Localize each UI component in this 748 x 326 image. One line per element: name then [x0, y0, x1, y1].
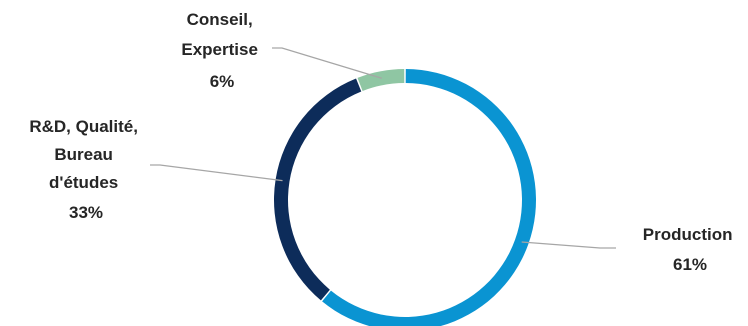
slice-production — [322, 69, 536, 326]
label-rd-value: 33% — [69, 203, 103, 222]
label-rd-qualite: R&D, Qualité, Bureau d'études 33% — [29, 117, 142, 222]
label-production-value: 61% — [673, 255, 707, 274]
label-production: Production 61% — [643, 225, 737, 274]
label-production-line-1: Production — [643, 225, 733, 244]
label-rd-line-1: R&D, Qualité, — [29, 117, 138, 136]
label-rd-line-2: Bureau — [54, 145, 113, 164]
label-conseil-line-1: Conseil, — [187, 10, 253, 29]
leader-production — [521, 241, 616, 249]
leader-conseil — [272, 47, 382, 79]
slice-conseil — [357, 69, 405, 91]
leader-lines — [150, 47, 616, 249]
donut-slices — [273, 69, 536, 326]
label-conseil-line-2: Expertise — [181, 40, 258, 59]
label-conseil-value: 6% — [210, 72, 235, 91]
label-conseil: Conseil, Expertise 6% — [181, 10, 262, 91]
slice-rd-qualite — [273, 78, 362, 301]
label-rd-line-3: d'études — [49, 173, 118, 192]
leader-rd-qualite — [150, 164, 283, 182]
slice-labels: Production 61% R&D, Qualité, Bureau d'ét… — [29, 10, 737, 274]
